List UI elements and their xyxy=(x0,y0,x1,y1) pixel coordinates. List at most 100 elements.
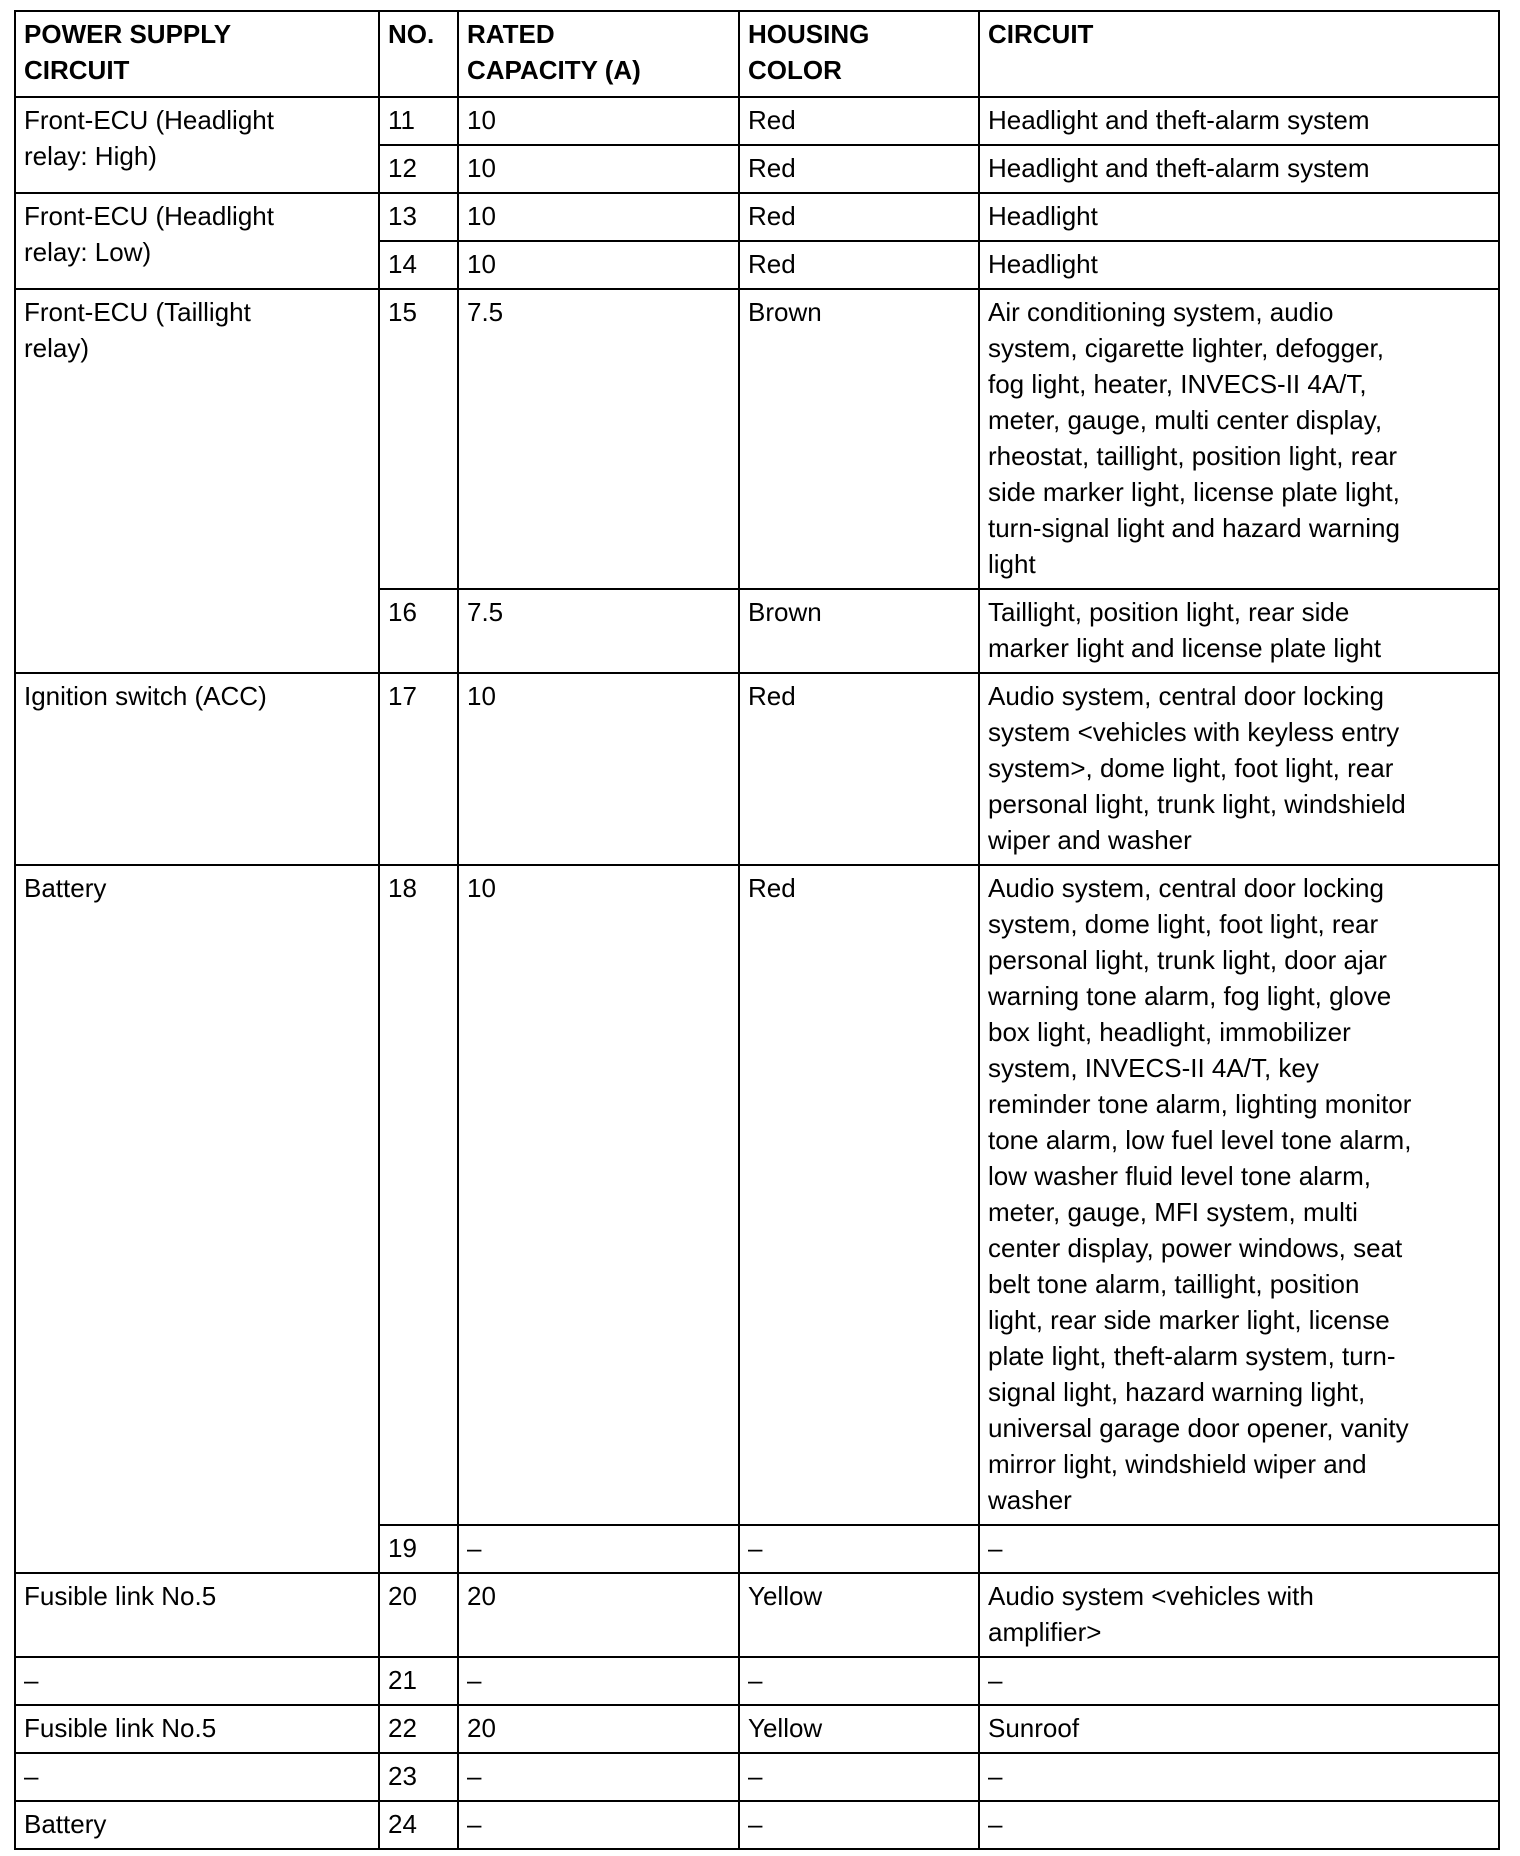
cell-line: system <vehicles with keyless entry xyxy=(988,717,1400,747)
fuse-number-cell: 21 xyxy=(378,1656,459,1706)
cell-line: reminder tone alarm, lighting monitor xyxy=(988,1089,1412,1119)
power-supply-cell: Front-ECU (Headlight relay: High) xyxy=(14,96,380,194)
cell-line: universal garage door opener, vanity xyxy=(988,1413,1409,1443)
rated-capacity-cell: 20 xyxy=(457,1704,740,1754)
power-supply-cell: Battery xyxy=(14,864,380,1574)
cell-line: system, INVECS-II 4A/T, key xyxy=(988,1053,1319,1083)
cell-line: – xyxy=(988,1809,1003,1839)
cell-line: tone alarm, low fuel level tone alarm, xyxy=(988,1125,1412,1155)
rated-capacity-cell: 10 xyxy=(457,144,740,194)
cell-line: Battery xyxy=(24,1809,107,1839)
cell-line: light, rear side marker light, license xyxy=(988,1305,1390,1335)
cell-line: Audio system, central door locking xyxy=(988,873,1384,903)
header-circuit: CIRCUIT xyxy=(978,10,1500,98)
housing-color-cell: Red xyxy=(738,144,980,194)
cell-line: Headlight and theft-alarm system xyxy=(988,105,1370,135)
housing-color-cell: Red xyxy=(738,192,980,242)
rated-capacity-cell: 20 xyxy=(457,1572,740,1658)
cell-line: low washer fluid level tone alarm, xyxy=(988,1161,1371,1191)
cell-line: RATED xyxy=(467,19,555,49)
cell-line: HOUSING xyxy=(748,19,870,49)
housing-color-cell: Yellow xyxy=(738,1572,980,1658)
circuit-cell: Audio system <vehicles with amplifier> xyxy=(978,1572,1500,1658)
cell-line: Ignition switch (ACC) xyxy=(24,681,267,711)
cell-line: system>, dome light, foot light, rear xyxy=(988,753,1394,783)
power-supply-cell: – xyxy=(14,1752,380,1802)
cell-line: Audio system, central door locking xyxy=(988,681,1384,711)
cell-line: POWER SUPPLY xyxy=(24,19,232,49)
circuit-cell: Sunroof xyxy=(978,1704,1500,1754)
cell-line: signal light, hazard warning light, xyxy=(988,1377,1366,1407)
cell-line: Headlight xyxy=(988,201,1098,231)
circuit-cell: Headlight xyxy=(978,240,1500,290)
circuit-cell: – xyxy=(978,1800,1500,1850)
cell-line: Front-ECU (Taillight xyxy=(24,297,251,327)
rated-capacity-cell: 7.5 xyxy=(457,588,740,674)
cell-line: Battery xyxy=(24,873,107,903)
rated-capacity-cell: 10 xyxy=(457,864,740,1526)
rated-capacity-cell: – xyxy=(457,1800,740,1850)
table-row: 14 10 Red Headlight xyxy=(15,240,1500,290)
housing-color-cell: Brown xyxy=(738,288,980,590)
cell-line: Audio system <vehicles with xyxy=(988,1581,1314,1611)
cell-line: marker light and license plate light xyxy=(988,633,1382,663)
header-no: NO. xyxy=(378,10,459,98)
header-rated-capacity: RATED CAPACITY (A) xyxy=(457,10,740,98)
cell-line: system, cigarette lighter, defogger, xyxy=(988,333,1384,363)
cell-line: turn-signal light and hazard warning xyxy=(988,513,1400,543)
table-row: 19– – – xyxy=(15,1524,1500,1574)
table-row: Front-ECU (Headlight relay: Low) 13 10 Red He… xyxy=(14,192,1500,290)
housing-color-cell: Brown xyxy=(738,588,980,674)
cell-line: Air conditioning system, audio xyxy=(988,297,1334,327)
housing-color-cell: – xyxy=(738,1524,980,1574)
cell-line: belt tone alarm, taillight, position xyxy=(988,1269,1360,1299)
power-supply-cell: Front-ECU (Headlight relay: Low) xyxy=(14,192,380,290)
housing-color-cell: Yellow xyxy=(738,1704,980,1754)
fuse-number-cell: 24 xyxy=(378,1800,459,1850)
cell-line: Taillight, position light, rear side xyxy=(988,597,1350,627)
fuse-number-cell: 22 xyxy=(378,1704,459,1754)
table-row: Fusible link No.5 20 20 Yellow Audio system … xyxy=(14,1572,1500,1658)
table-row: 16 7.5 Brown Taillight, position light, rea… xyxy=(15,588,1500,674)
cell-line: Headlight xyxy=(988,249,1098,279)
fuse-number-cell: 18 xyxy=(378,864,459,1526)
rated-capacity-cell: – xyxy=(457,1524,740,1574)
cell-line: center display, power windows, seat xyxy=(988,1233,1403,1263)
cell-line: Headlight and theft-alarm system xyxy=(988,153,1370,183)
cell-line: – xyxy=(988,1533,1003,1563)
table-row: –23– – – xyxy=(14,1752,1500,1802)
cell-line: Front-ECU (Headlight xyxy=(24,105,274,135)
housing-color-cell: Red xyxy=(738,672,980,866)
cell-line: personal light, trunk light, door ajar xyxy=(988,945,1387,975)
rated-capacity-cell: 7.5 xyxy=(457,288,740,590)
fuse-number-cell: 23 xyxy=(378,1752,459,1802)
cell-line: warning tone alarm, fog light, glove xyxy=(988,981,1392,1011)
header-housing-color: HOUSING COLOR xyxy=(738,10,980,98)
table-row: Front-ECU (Taillight relay) 15 7.5 Brown Air … xyxy=(14,288,1500,674)
cell-line: Front-ECU (Headlight xyxy=(24,201,274,231)
cell-line: relay: Low) xyxy=(24,237,152,267)
rated-capacity-cell: – xyxy=(457,1656,740,1706)
cell-line: personal light, trunk light, windshield xyxy=(988,789,1406,819)
fuse-table: POWER SUPPLY CIRCUIT NO. RATED CAPACITY (A) H… xyxy=(14,10,1500,1850)
table-row: Battery 24– – – xyxy=(14,1800,1500,1850)
circuit-cell: – xyxy=(978,1524,1500,1574)
circuit-cell: Headlight and theft-alarm system xyxy=(978,144,1500,194)
cell-line: CIRCUIT xyxy=(988,19,1094,49)
cell-line: – xyxy=(24,1665,39,1695)
fuse-number-cell: 12 xyxy=(378,144,459,194)
cell-line: NO. xyxy=(388,19,435,49)
cell-line: relay: High) xyxy=(24,141,157,171)
fuse-number-cell: 14 xyxy=(378,240,459,290)
cell-line: COLOR xyxy=(748,55,842,85)
rated-capacity-cell: 10 xyxy=(457,672,740,866)
cell-line: CIRCUIT xyxy=(24,55,130,85)
cell-line: CAPACITY (A) xyxy=(467,55,641,85)
fuse-number-cell: 11 xyxy=(378,96,459,146)
cell-line: meter, gauge, multi center display, xyxy=(988,405,1383,435)
housing-color-cell: Red xyxy=(738,240,980,290)
rated-capacity-cell: 10 xyxy=(457,240,740,290)
table-row: Battery 18 10 Red Audio system, central door… xyxy=(14,864,1500,1574)
table-row: Front-ECU (Headlight relay: High) 11 10 Red H… xyxy=(14,96,1500,194)
cell-line: relay) xyxy=(24,333,90,363)
